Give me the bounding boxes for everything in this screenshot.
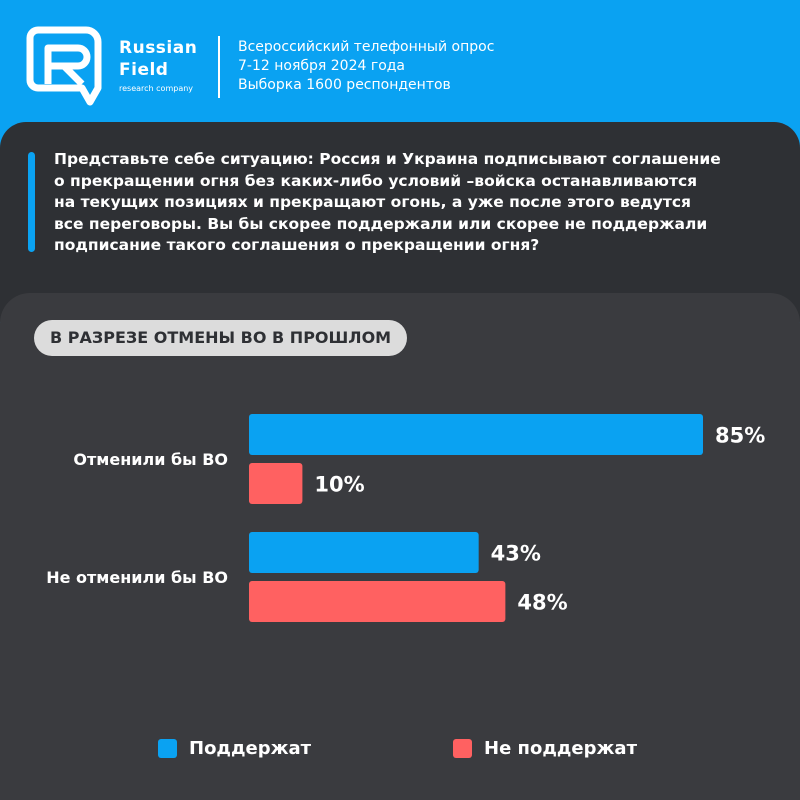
question-line: Представьте себе ситуацию: Россия и Укра… (54, 150, 721, 168)
legend-label-support: Поддержат (189, 738, 312, 759)
section-label: В РАЗРЕЗЕ ОТМЕНЫ ВО В ПРОШЛОМ (34, 320, 408, 356)
legend: Поддержат Не поддержат (0, 738, 800, 768)
bar-chart: Отменили бы ВО 85% 10% Не отменили бы ВО 43%… (46, 414, 765, 622)
brand-line-1: Russian (119, 38, 198, 58)
survey-info-line: Выборка 1600 респондентов (238, 77, 451, 93)
question-line: подписание такого соглашения о прекращен… (54, 236, 540, 254)
category-label: Отменили бы ВО (73, 450, 228, 469)
legend-swatch-not-support (453, 739, 472, 758)
legend-swatch-support (158, 739, 177, 758)
brand-subtitle: research company (119, 84, 194, 93)
question-line: о прекращении огня без каких-либо услови… (54, 171, 698, 190)
question-accent-bar (28, 152, 35, 252)
question-panel: Представьте себе ситуацию: Россия и Укра… (0, 122, 800, 322)
legend-label-not-support: Не поддержат (484, 738, 637, 759)
data-label: 43% (491, 542, 541, 566)
question-line: на текущих позициях и прекращают огонь, … (54, 193, 692, 211)
russian-field-logo-icon (26, 26, 102, 106)
bar-support (249, 532, 479, 573)
brand-line-2: Field (119, 60, 169, 80)
data-label: 85% (715, 424, 765, 448)
bar-not-support (249, 463, 303, 504)
question-line: все переговоры. Вы бы скорее поддержали … (54, 214, 708, 233)
survey-info-line: Всероссийский телефонный опрос (238, 39, 495, 55)
data-label: 10% (314, 473, 364, 497)
survey-info: Всероссийский телефонный опрос 7-12 нояб… (238, 38, 494, 95)
bar-not-support (249, 581, 506, 622)
category-label: Не отменили бы ВО (46, 568, 228, 587)
survey-info-line: 7-12 ноября 2024 года (238, 58, 406, 74)
header: Russian Field research company Всероссий… (0, 0, 800, 125)
header-divider (218, 36, 220, 98)
chart-panel: В РАЗРЕЗЕ ОТМЕНЫ ВО В ПРОШЛОМ Отменили б… (0, 293, 800, 800)
legend-item-support: Поддержат (158, 738, 311, 759)
brand-name: Russian Field research company (119, 37, 197, 95)
legend-item-not-support: Не поддержат (453, 738, 637, 759)
bar-support (249, 414, 703, 455)
data-label: 48% (517, 591, 567, 615)
question-text: Представьте себе ситуацию: Россия и Укра… (54, 149, 774, 257)
